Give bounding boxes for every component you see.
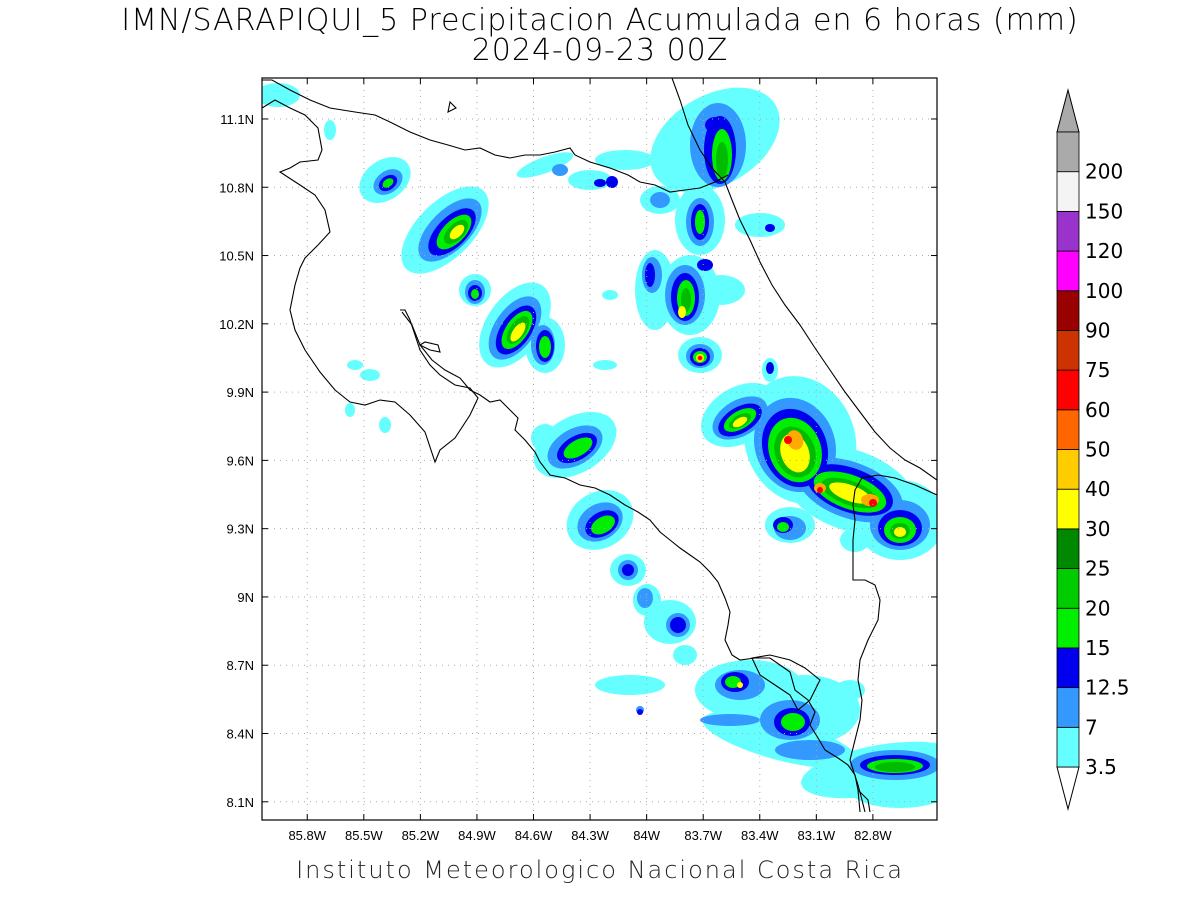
colorbar-label: 100 bbox=[1085, 279, 1123, 303]
pacific-coast-north bbox=[262, 99, 479, 464]
lon-tick-label: 82.8W bbox=[854, 828, 892, 843]
colorbar: 3.5 7 12.5 15 20 25 30 40 50 60 75 90 100 120 150 200 bbox=[1056, 88, 1130, 811]
precipitation-field bbox=[262, 83, 937, 808]
lat-tick-label: 9.6N bbox=[227, 453, 254, 468]
lat-tick-label: 11.1N bbox=[220, 112, 254, 127]
colorbar-swatch bbox=[1056, 369, 1080, 411]
lon-tick-label: 83.7W bbox=[684, 828, 722, 843]
lon-tick-label: 83.1W bbox=[798, 828, 836, 843]
lat-tick-label: 8.4N bbox=[227, 727, 254, 742]
colorbar-label: 60 bbox=[1085, 398, 1110, 422]
colorbar-label: 90 bbox=[1085, 318, 1110, 342]
small-island bbox=[447, 100, 457, 113]
lat-tick-label: 10.8N bbox=[219, 180, 254, 195]
lon-tick-label: 83.4W bbox=[741, 828, 779, 843]
nicaragua-border bbox=[262, 79, 729, 193]
colorbar-label: 75 bbox=[1085, 358, 1110, 382]
colorbar-swatch bbox=[1056, 330, 1080, 371]
colorbar-label: 7 bbox=[1085, 715, 1098, 739]
colorbar-label: 25 bbox=[1085, 557, 1110, 581]
caribbean-coast bbox=[671, 78, 937, 481]
lat-tick-label: 10.5N bbox=[219, 249, 254, 264]
colorbar-swatch bbox=[1056, 409, 1080, 450]
lat-tick-label: 9N bbox=[237, 590, 254, 605]
colorbar-label: 20 bbox=[1085, 596, 1110, 620]
colorbar-swatch bbox=[1056, 290, 1080, 331]
lon-tick-label: 84.9W bbox=[458, 828, 496, 843]
burica-point bbox=[857, 789, 871, 813]
lon-tick-label: 84.6W bbox=[515, 828, 553, 843]
colorbar-swatch bbox=[1056, 171, 1080, 212]
lat-tick-label: 9.9N bbox=[227, 385, 254, 400]
colorbar-swatch bbox=[1056, 250, 1080, 292]
pacific-coast-south bbox=[401, 311, 861, 813]
lon-tick-label: 85.2W bbox=[402, 828, 440, 843]
colorbar-over-arrow bbox=[1056, 88, 1080, 133]
colorbar-label: 3.5 bbox=[1085, 755, 1117, 779]
colorbar-swatch bbox=[1056, 528, 1080, 569]
map-title: IMN/SARAPIQUI_5 Precipitacion Acumulada … bbox=[121, 3, 1079, 38]
colorbar-label: 12.5 bbox=[1085, 676, 1130, 700]
lat-tick-label: 8.1N bbox=[227, 795, 254, 810]
colorbar-swatch bbox=[1056, 210, 1080, 252]
lon-tick-label: 85.5W bbox=[345, 828, 383, 843]
lat-tick-label: 8.7N bbox=[227, 658, 254, 673]
lat-tick-label: 10.2N bbox=[219, 317, 254, 332]
lon-tick-label: 84.3W bbox=[571, 828, 609, 843]
plot-frame bbox=[261, 77, 938, 821]
panama-border bbox=[849, 474, 937, 813]
gulf-island bbox=[418, 341, 441, 353]
footer-credit: Instituto Meteorologico Nacional Costa R… bbox=[296, 856, 904, 884]
colorbar-swatch bbox=[1056, 488, 1080, 530]
coastline-borders bbox=[262, 78, 937, 813]
colorbar-label: 50 bbox=[1085, 438, 1110, 462]
map-date: 2024-09-23 00Z bbox=[471, 33, 729, 68]
lon-tick-label: 85.8W bbox=[288, 828, 326, 843]
lat-tick-label: 9.3N bbox=[227, 522, 254, 537]
map-gridlines bbox=[262, 78, 937, 820]
colorbar-label: 150 bbox=[1085, 199, 1123, 223]
colorbar-swatch bbox=[1056, 131, 1080, 173]
colorbar-under-arrow bbox=[1056, 766, 1080, 811]
colorbar-label: 120 bbox=[1085, 239, 1123, 263]
colorbar-swatch bbox=[1056, 449, 1080, 490]
colorbar-swatch bbox=[1056, 568, 1080, 609]
colorbar-label: 15 bbox=[1085, 636, 1110, 660]
lon-tick-label: 84W bbox=[633, 828, 660, 843]
osa-peninsula bbox=[751, 654, 821, 711]
colorbar-label: 40 bbox=[1085, 477, 1110, 501]
colorbar-swatch bbox=[1056, 647, 1080, 689]
precip-band-60 bbox=[698, 356, 877, 507]
map-axes: 85.8W 85.5W 85.2W 84.9W 84.6W 84.3W 84W 83.7W 83… bbox=[219, 78, 937, 843]
colorbar-label: 200 bbox=[1085, 160, 1123, 184]
colorbar-swatch bbox=[1056, 607, 1080, 649]
colorbar-swatch bbox=[1056, 687, 1080, 728]
colorbar-swatch bbox=[1056, 726, 1080, 768]
colorbar-label: 30 bbox=[1085, 517, 1110, 541]
